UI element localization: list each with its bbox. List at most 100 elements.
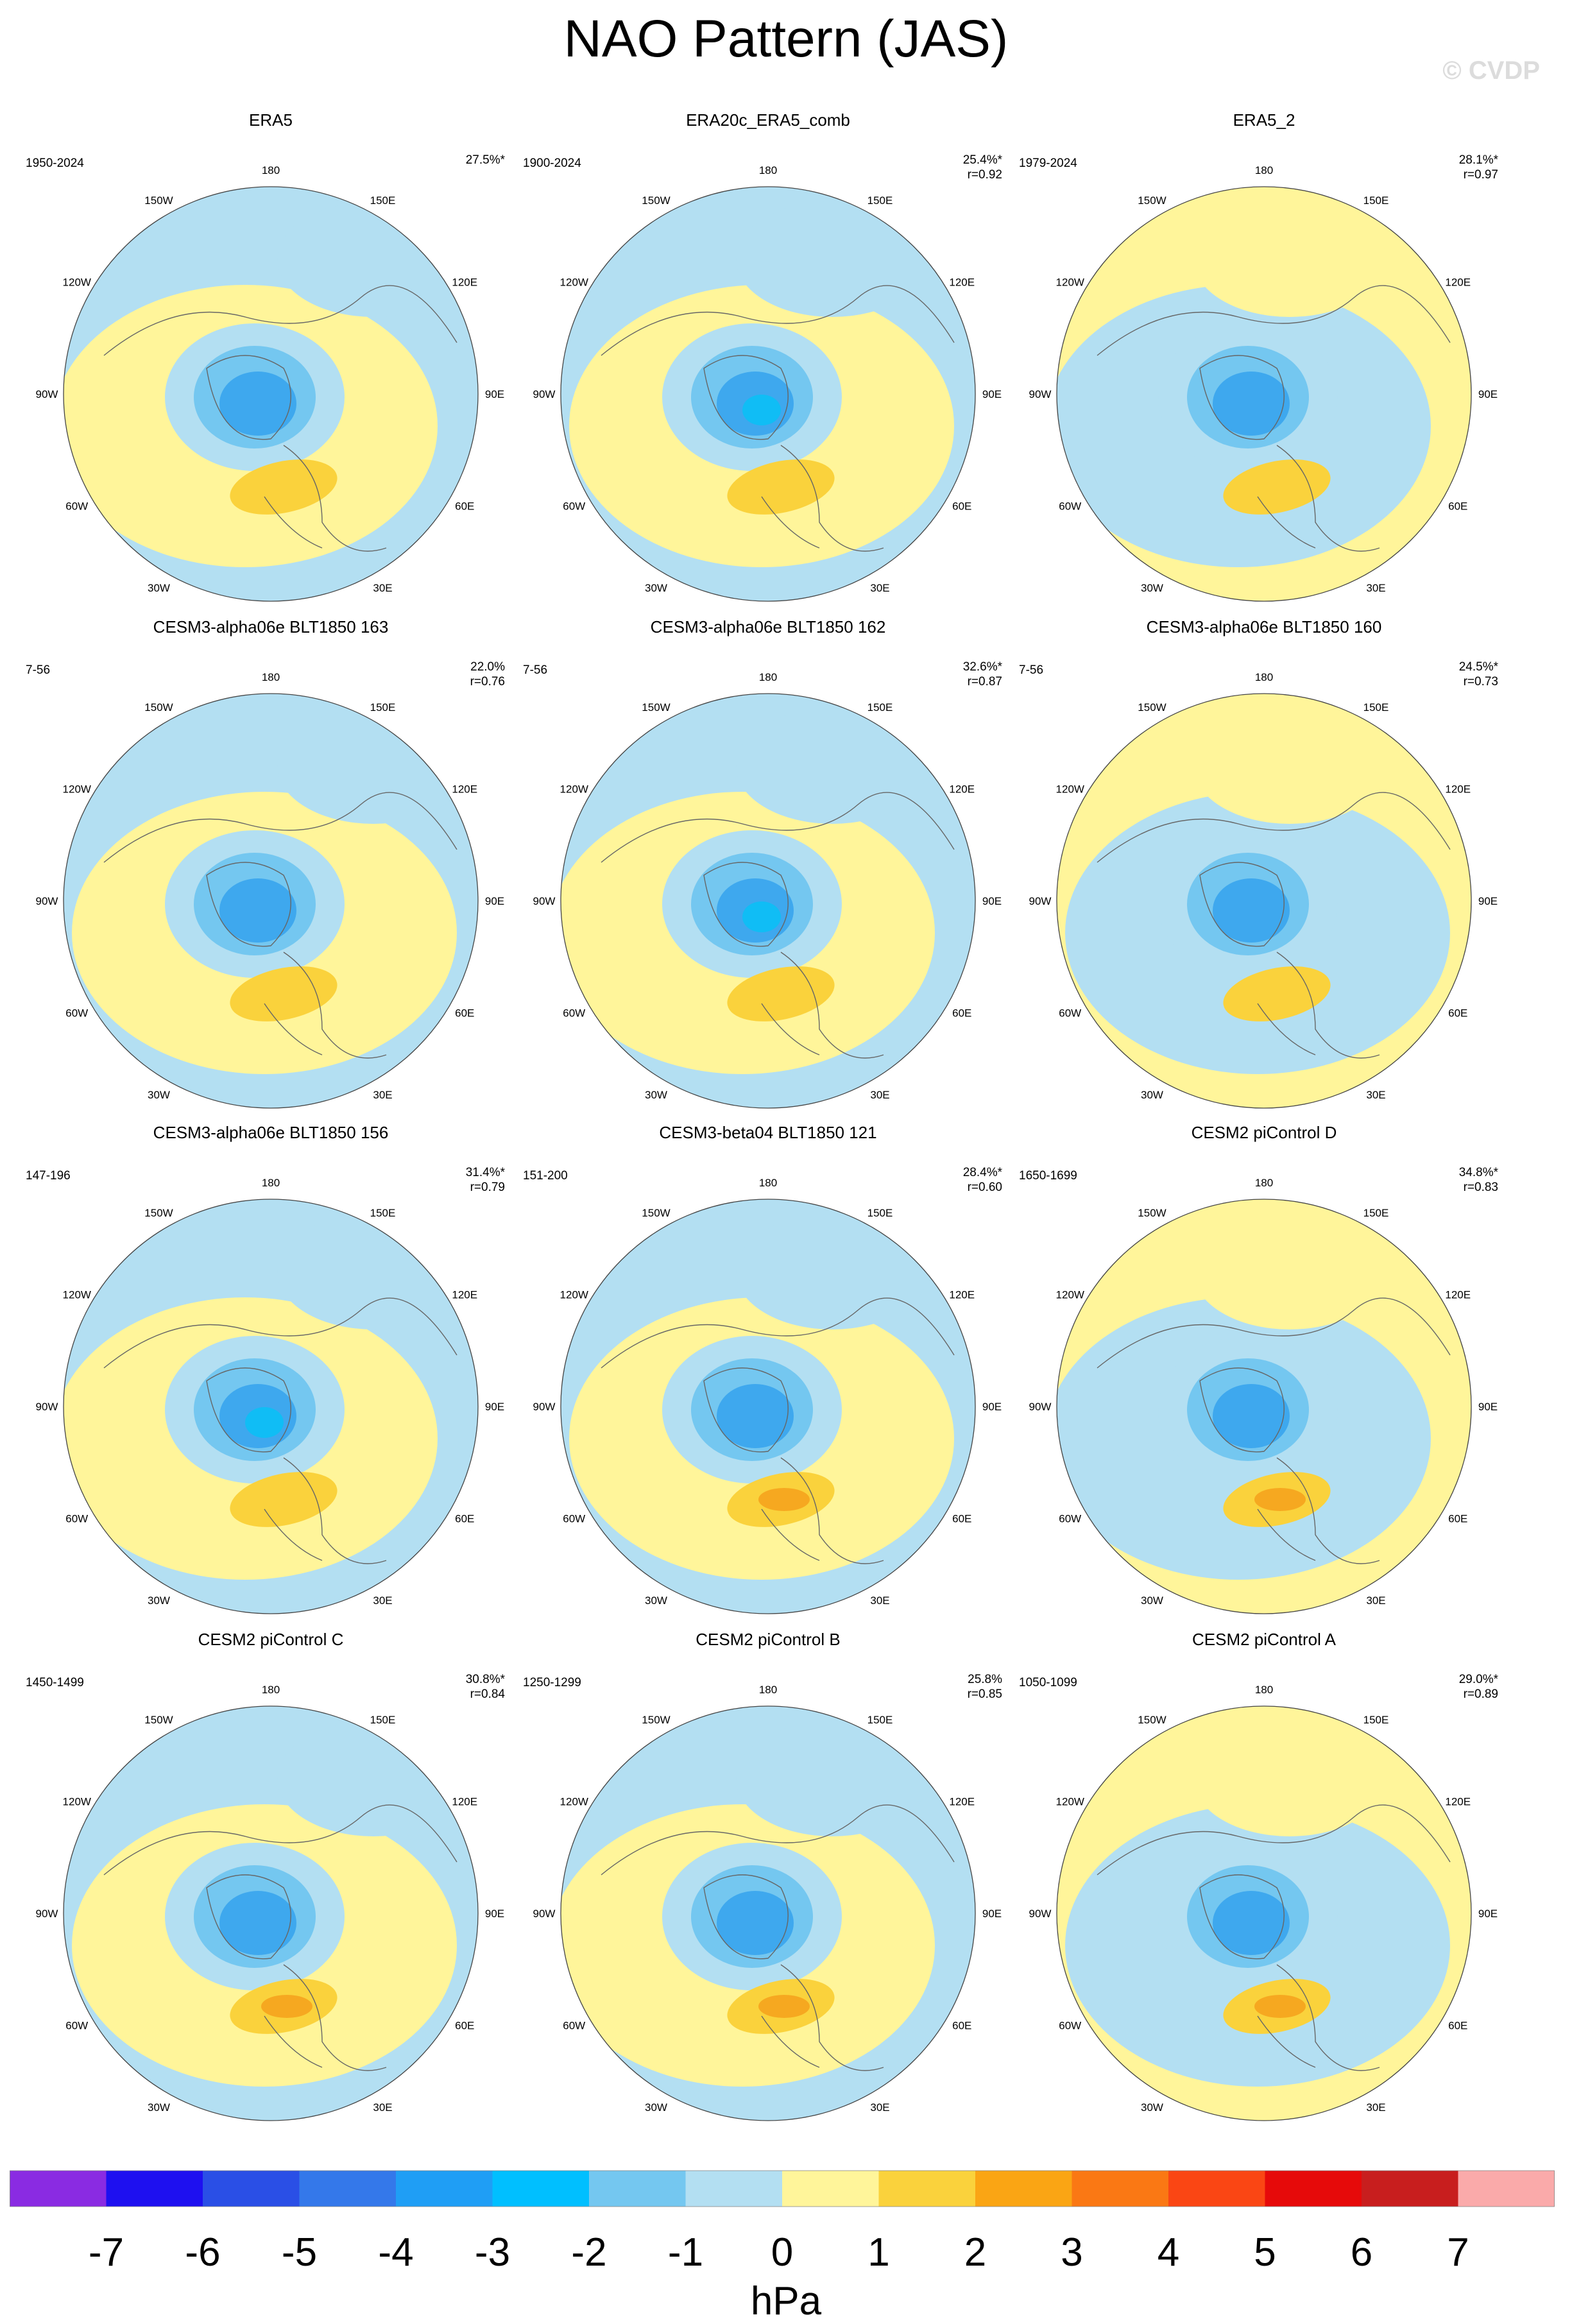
- longitude-label: 150E: [370, 701, 396, 713]
- explained-variance: 22.0%: [470, 660, 505, 674]
- colorbar-swatch: [106, 2171, 203, 2207]
- anomaly-region: [736, 1214, 928, 1329]
- greenland-outline: [1199, 355, 1285, 440]
- longitude-label: 120W: [63, 1796, 91, 1808]
- coastline: [103, 792, 457, 863]
- longitude-label: 150W: [642, 701, 670, 713]
- map-panel: CESM2 piControl B 1250-1299 25.8% r=0.85 180…: [511, 1630, 1025, 2133]
- map-border: [560, 1199, 976, 1614]
- panel-years: 7-56: [523, 663, 548, 677]
- greenland-outline: [206, 355, 291, 440]
- explained-variance: 24.5%*: [1458, 660, 1498, 674]
- colorbar-tick-label: -6: [185, 2230, 221, 2275]
- longitude-label: 60E: [1448, 1513, 1467, 1525]
- longitude-label: 150W: [144, 1207, 173, 1219]
- longitude-label: 180: [1255, 671, 1273, 683]
- panel-years: 1950-2024: [26, 157, 84, 170]
- longitude-label: 90E: [485, 895, 504, 907]
- colorbar-tick-label: 5: [1254, 2230, 1276, 2275]
- longitude-label: 90W: [533, 1908, 556, 1920]
- longitude-label: 60W: [1059, 500, 1081, 513]
- longitude-label: 0: [1261, 612, 1267, 613]
- longitude-label: 180: [262, 1684, 280, 1696]
- longitude-label: 60E: [952, 1007, 971, 1020]
- polar-map: 180 150E 120E 90E 60E 30E 0 30W 60W 90W 120W 150W: [533, 1177, 1002, 1626]
- greenland-outline: [703, 1367, 789, 1453]
- coastline: [1097, 1297, 1451, 1369]
- longitude-label: 60E: [1448, 2020, 1467, 2032]
- longitude-label: 90E: [982, 1401, 1002, 1413]
- panel-title: CESM2 piControl D: [1191, 1123, 1337, 1142]
- longitude-label: 150E: [867, 701, 893, 713]
- longitude-label: 60W: [1059, 2020, 1081, 2032]
- longitude-label: 30W: [645, 1594, 667, 1607]
- map-border: [63, 1705, 479, 2121]
- longitude-label: 60W: [563, 1513, 585, 1525]
- colorbar-frame: [10, 2170, 1555, 2207]
- polar-map: 180 150E 120E 90E 60E 30E 0 30W 60W 90W 120W 150W: [533, 164, 1002, 613]
- map-border: [1056, 1705, 1472, 2121]
- panel-years: 7-56: [26, 663, 51, 677]
- longitude-label: 30W: [1141, 582, 1163, 594]
- positive-anomaly-core: [758, 1995, 810, 2018]
- map-panel: CESM3-alpha06e BLT1850 163 7-56 22.0% r=0.7…: [14, 617, 527, 1120]
- longitude-label: 60E: [952, 1513, 971, 1525]
- greenland-outline: [703, 862, 789, 947]
- pattern-correlation: r=0.84: [470, 1687, 505, 1701]
- longitude-label: 90E: [982, 1908, 1002, 1920]
- colorbar-tick-label: -4: [378, 2230, 414, 2275]
- explained-variance: 28.4%*: [962, 1166, 1002, 1179]
- longitude-label: 150E: [867, 1714, 893, 1726]
- greenland-outline: [703, 1874, 789, 1960]
- longitude-label: 150W: [144, 1714, 173, 1726]
- coastline: [1097, 1804, 1451, 1875]
- europe-coastline: [761, 952, 884, 1059]
- longitude-label: 60W: [1059, 1513, 1081, 1525]
- coastline: [601, 792, 955, 863]
- panel-years: 147-196: [26, 1169, 71, 1183]
- longitude-label: 150W: [1138, 701, 1166, 713]
- panel-years: 1450-1499: [26, 1676, 84, 1689]
- map-border: [1056, 1199, 1472, 1614]
- colorbar-tick-label: 0: [771, 2230, 794, 2275]
- pattern-correlation: r=0.79: [470, 1181, 505, 1194]
- polar-map: 180 150E 120E 90E 60E 30E 0 30W 60W 90W 120W 150W: [533, 1684, 1002, 2133]
- longitude-label: 60W: [1059, 1007, 1081, 1020]
- longitude-label: 120E: [1445, 783, 1471, 796]
- negative-anomaly-core: [219, 878, 296, 943]
- longitude-label: 60W: [563, 2020, 585, 2032]
- europe-coastline: [761, 1964, 884, 2071]
- longitude-label: 150E: [1363, 1714, 1389, 1726]
- pattern-correlation: r=0.85: [967, 1687, 1002, 1701]
- colorbar-swatch: [1362, 2171, 1458, 2207]
- negative-anomaly-core: [1213, 1891, 1290, 1955]
- longitude-label: 150E: [1363, 701, 1389, 713]
- longitude-label: 60W: [65, 2020, 88, 2032]
- longitude-label: 0: [268, 2132, 273, 2133]
- longitude-label: 30E: [1366, 582, 1385, 594]
- map-panel: CESM3-alpha06e BLT1850 162 7-56 32.6%* r=0.…: [511, 617, 1025, 1120]
- negative-anomaly-core: [717, 1891, 794, 1955]
- longitude-label: 150W: [642, 1714, 670, 1726]
- panel-years: 1250-1299: [523, 1676, 581, 1689]
- longitude-label: 60E: [1448, 1007, 1467, 1020]
- longitude-label: 90E: [1478, 1908, 1498, 1920]
- panel-title: CESM3-beta04 BLT1850 121: [659, 1123, 877, 1142]
- pattern-correlation: r=0.92: [967, 168, 1002, 182]
- longitude-label: 30E: [1366, 2101, 1385, 2114]
- pattern-correlation: r=0.83: [1463, 1181, 1498, 1194]
- longitude-label: 90E: [485, 1401, 504, 1413]
- coastline: [601, 285, 955, 356]
- colorbar-swatch: [589, 2171, 686, 2207]
- colorbar-swatch: [1265, 2171, 1362, 2207]
- polar-map: 180 150E 120E 90E 60E 30E 0 30W 60W 90W 120W 150W: [36, 1684, 505, 2133]
- coastline: [1097, 792, 1451, 863]
- longitude-label: 0: [268, 612, 273, 613]
- longitude-label: 150W: [144, 194, 173, 207]
- longitude-label: 120W: [63, 783, 91, 796]
- map-border: [63, 186, 479, 602]
- negative-anomaly-core: [717, 1384, 794, 1448]
- longitude-label: 120E: [1445, 1289, 1471, 1301]
- longitude-label: 60E: [1448, 500, 1467, 513]
- panel-title: CESM2 piControl A: [1192, 1630, 1336, 1649]
